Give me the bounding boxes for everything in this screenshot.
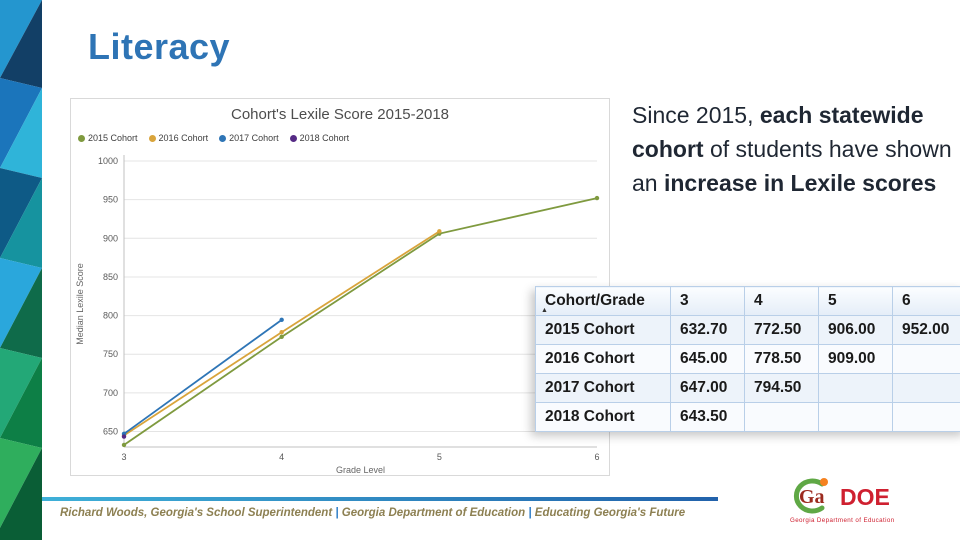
table-body: 2015 Cohort 632.70 772.50 906.00 952.00 2016 … <box>535 315 960 432</box>
table-row: 2016 Cohort 645.00 778.50 909.00 <box>535 344 960 374</box>
logo-doe-text: DOE <box>840 484 890 510</box>
y-axis-title: Median Lexile Score <box>75 263 85 345</box>
series-point-2015-cohort <box>121 442 127 448</box>
legend-dot-icon <box>78 134 85 142</box>
table-cell <box>892 402 960 432</box>
footer-segment: Georgia Department of Education <box>341 507 529 519</box>
table-cell: 643.50 <box>670 402 745 432</box>
callout-segment: Since 2015, <box>632 102 760 128</box>
table-cell <box>818 373 893 403</box>
table-cell: 906.00 <box>818 315 893 345</box>
series-point-2015-cohort <box>279 334 284 340</box>
cohort-grade-table: Cohort/Grade ▲ 3 4 5 6 2015 Cohort 632.70 772.5… <box>535 286 960 432</box>
svg-text:850: 850 <box>103 272 118 282</box>
footer-text: Richard Woods, Georgia's School Superint… <box>60 507 685 519</box>
table-row: 2018 Cohort 643.50 <box>535 402 960 432</box>
legend-label: 2016 Cohort <box>158 133 209 143</box>
chart-plot: 650 700 750 800 850 900 950 1000 3 4 5 6 Median Lexi… <box>75 155 600 475</box>
header-label: 6 <box>902 292 911 309</box>
svg-text:950: 950 <box>103 195 118 205</box>
chart-title: Cohort's Lexile Score 2015-2018 <box>231 106 449 123</box>
table-header-4[interactable]: 4 <box>744 286 819 316</box>
table-cell: 645.00 <box>670 344 745 374</box>
series-point-2015-cohort <box>594 195 600 201</box>
series-point-2016-cohort <box>279 330 284 335</box>
svg-text:1000: 1000 <box>98 156 118 166</box>
gadoe-logo: Ga DOE Georgia Department of Education <box>790 478 895 524</box>
table-cell: 778.50 <box>744 344 819 374</box>
series-line-2015-cohort <box>123 197 598 446</box>
header-label: Cohort/Grade <box>545 292 645 309</box>
svg-text:6: 6 <box>594 452 599 462</box>
logo-swirl-green-icon <box>793 478 825 514</box>
logo-caption: Georgia Department of Education <box>790 517 895 524</box>
x-axis-labels: 3 4 5 6 <box>121 452 599 462</box>
legend-dot-icon <box>219 134 227 142</box>
legend-item-2017-cohort[interactable]: 2017 Cohort <box>219 133 279 143</box>
row-label: 2016 Cohort <box>535 344 671 374</box>
svg-text:900: 900 <box>103 233 118 243</box>
table-cell <box>892 373 960 403</box>
legend-item-2016-cohort[interactable]: 2016 Cohort <box>148 133 209 143</box>
series-point-2016-cohort <box>437 229 442 234</box>
footer-segment: | <box>528 507 535 519</box>
table-cell <box>744 402 819 432</box>
logo-leaf-icon <box>820 478 828 486</box>
legend-item-2018-cohort[interactable]: 2018 Cohort <box>289 133 350 143</box>
table-cell <box>892 344 960 374</box>
header-label: 5 <box>828 292 837 309</box>
table-row: 2015 Cohort 632.70 772.50 906.00 952.00 <box>535 315 960 345</box>
legend-dot-icon <box>289 134 297 142</box>
logo-ga-text: Ga <box>799 486 825 508</box>
callout-segment: each statewide cohort <box>632 102 924 162</box>
footer-divider-bar <box>42 497 718 501</box>
table-cell: 909.00 <box>818 344 893 374</box>
x-axis-title: Grade Level <box>336 465 385 475</box>
svg-text:3: 3 <box>121 452 126 462</box>
sort-arrow-icon: ▲ <box>541 307 548 314</box>
legend-label: 2015 Cohort <box>88 133 138 143</box>
decorative-left-strip <box>0 0 42 540</box>
table-header-3[interactable]: 3 <box>670 286 745 316</box>
svg-text:700: 700 <box>103 388 118 398</box>
table-header-5[interactable]: 5 <box>818 286 893 316</box>
row-label: 2018 Cohort <box>535 402 671 432</box>
callout-segment: increase in Lexile scores <box>663 170 937 196</box>
table-cell <box>818 402 893 432</box>
svg-text:650: 650 <box>103 427 118 437</box>
legend-dot-icon <box>148 134 156 142</box>
gridlines: 650 700 750 800 850 900 950 1000 <box>98 155 597 448</box>
row-label: 2015 Cohort <box>535 315 671 345</box>
svg-text:5: 5 <box>437 452 442 462</box>
legend-label: 2018 Cohort <box>299 133 350 143</box>
table-header-cohort-grade[interactable]: Cohort/Grade ▲ <box>535 286 671 316</box>
slide-title: Literacy <box>88 26 231 67</box>
table-cell: 794.50 <box>744 373 819 403</box>
chart-panel: 650 700 750 800 850 900 950 1000 3 4 5 6 Median Lexi… <box>70 98 610 476</box>
table-cell: 772.50 <box>744 315 819 345</box>
table-header-6[interactable]: 6 <box>892 286 960 316</box>
callout-segment: of students have shown an <box>632 136 952 196</box>
chart-legend: 2015 Cohort 2016 Cohort 2017 Cohort 2018 Co… <box>78 133 349 143</box>
table-cell: 632.70 <box>670 315 745 345</box>
series-point-2017-cohort <box>279 317 284 323</box>
footer-segment: Educating Georgia's Future <box>534 507 686 519</box>
series-line-2017-cohort <box>123 319 283 435</box>
row-label: 2017 Cohort <box>535 373 671 403</box>
table-cell: 647.00 <box>670 373 745 403</box>
svg-text:4: 4 <box>279 452 284 462</box>
legend-item-2015-cohort[interactable]: 2015 Cohort <box>78 133 138 143</box>
footer-segment: | <box>335 507 342 519</box>
table-cell: 952.00 <box>892 315 960 345</box>
callout-text: Since 2015, each statewide cohort of stu… <box>632 98 954 200</box>
header-label: 3 <box>680 292 689 309</box>
header-label: 4 <box>754 292 763 309</box>
svg-text:750: 750 <box>103 349 118 359</box>
svg-text:800: 800 <box>103 311 118 321</box>
series-point-2018-cohort <box>121 434 127 439</box>
legend-label: 2017 Cohort <box>229 133 279 143</box>
table-header-row: Cohort/Grade ▲ 3 4 5 6 <box>535 286 960 316</box>
footer-segment: Richard Woods, Georgia's School Superint… <box>60 507 336 519</box>
table-row: 2017 Cohort 647.00 794.50 <box>535 373 960 403</box>
